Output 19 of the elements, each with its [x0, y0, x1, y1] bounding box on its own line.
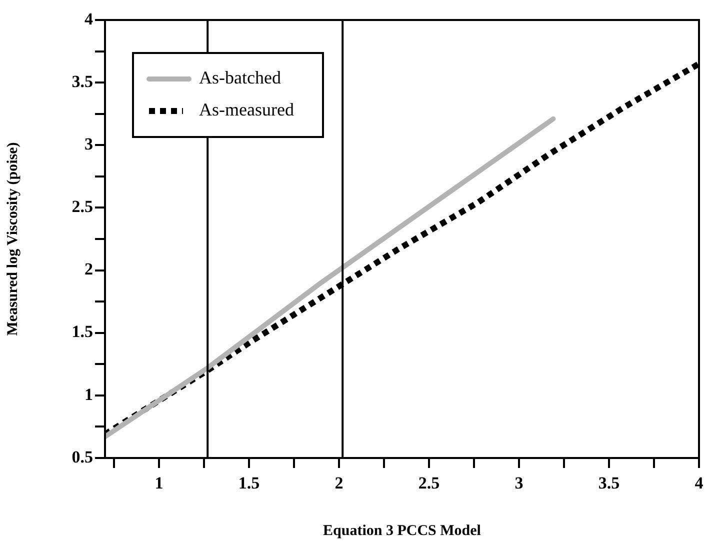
x-axis-title: Equation 3 PCCS Model — [323, 522, 481, 539]
y-tick-label: 1 — [84, 384, 93, 404]
y-tick-label: 2 — [84, 260, 93, 279]
legend-label: As-batched — [199, 68, 281, 88]
y-tick-label: 3.5 — [72, 72, 93, 91]
x-tick-label: 2.5 — [418, 474, 440, 493]
x-tick-label: 3.5 — [598, 474, 620, 493]
x-tick-label: 3 — [514, 474, 524, 493]
y-tick-label: 3 — [84, 134, 93, 154]
x-tick-label: 1 — [154, 474, 164, 493]
x-tick-label: 1.5 — [238, 474, 260, 493]
y-tick-label: 2.5 — [72, 197, 93, 216]
y-tick-label: 1.5 — [72, 322, 93, 342]
x-tick-label: 4 — [694, 474, 704, 493]
y-tick-label: 4 — [84, 9, 94, 28]
y-axis-title: Measured log Viscosity (poise) — [4, 142, 21, 336]
y-tick-label: 0.5 — [72, 447, 93, 466]
legend-label: As-measured — [199, 100, 294, 120]
x-tick-label: 2 — [334, 474, 344, 493]
